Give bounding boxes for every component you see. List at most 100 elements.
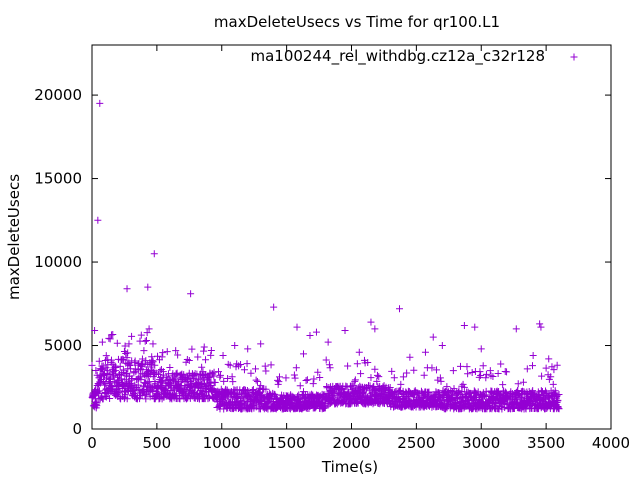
data-point xyxy=(314,368,322,376)
outlier-point xyxy=(94,216,102,224)
outlier-point xyxy=(367,318,375,326)
data-point xyxy=(321,404,329,412)
outlier-point xyxy=(98,338,106,346)
data-point xyxy=(449,367,457,375)
data-point xyxy=(410,366,418,374)
data-point xyxy=(519,378,527,386)
data-point xyxy=(144,379,152,387)
data-point xyxy=(148,353,156,361)
outlier-point xyxy=(219,352,227,360)
data-point xyxy=(373,377,381,385)
outlier-point xyxy=(438,342,446,350)
data-point xyxy=(487,372,495,380)
x-tick-label: 1500 xyxy=(268,434,306,452)
data-point xyxy=(549,380,557,388)
data-point xyxy=(207,351,215,359)
data-point xyxy=(204,374,212,382)
x-tick-label: 3500 xyxy=(527,434,565,452)
x-tick-label: 500 xyxy=(143,434,172,452)
outlier-point xyxy=(421,348,429,356)
data-point xyxy=(542,364,550,372)
data-point xyxy=(88,361,96,369)
data-point xyxy=(216,371,224,379)
data-point xyxy=(112,367,120,375)
y-tick-label: 15000 xyxy=(34,170,82,188)
data-point xyxy=(240,366,248,374)
data-point xyxy=(105,371,113,379)
data-point xyxy=(502,389,510,397)
data-point xyxy=(450,385,458,393)
data-point xyxy=(163,348,171,356)
data-point xyxy=(229,378,237,386)
data-point xyxy=(292,364,300,372)
data-point xyxy=(123,354,131,362)
data-point xyxy=(554,396,562,404)
x-tick-label: 1000 xyxy=(203,434,241,452)
data-point xyxy=(367,374,375,382)
data-point xyxy=(148,357,156,365)
data-point xyxy=(489,373,497,381)
data-point xyxy=(388,367,396,375)
x-tick-label: 0 xyxy=(87,434,97,452)
outlier-point xyxy=(406,353,414,361)
data-point xyxy=(294,392,302,400)
data-point xyxy=(211,378,219,386)
data-point xyxy=(310,375,318,383)
outlier-point xyxy=(536,320,544,328)
data-point xyxy=(291,374,299,382)
data-point xyxy=(468,369,476,377)
data-point xyxy=(128,375,136,383)
data-point xyxy=(303,376,311,384)
outlier-point xyxy=(123,285,131,293)
data-point xyxy=(224,375,232,383)
data-point xyxy=(275,373,283,381)
data-point xyxy=(149,358,157,366)
data-point xyxy=(479,362,487,370)
data-point xyxy=(351,377,359,385)
data-point xyxy=(262,367,270,375)
data-point xyxy=(428,364,436,372)
data-point xyxy=(432,366,440,374)
data-point xyxy=(226,361,234,369)
data-point xyxy=(124,378,132,386)
data-point xyxy=(275,378,283,386)
outlier-point xyxy=(96,99,104,107)
outlier-point xyxy=(429,333,437,341)
data-point xyxy=(386,383,394,391)
data-point xyxy=(437,377,445,385)
outlier-point xyxy=(471,323,479,331)
data-point xyxy=(499,381,507,389)
data-point xyxy=(296,382,304,390)
data-point xyxy=(351,376,359,384)
data-point xyxy=(101,381,109,389)
y-tick-label: 0 xyxy=(72,420,82,438)
outlier-point xyxy=(396,305,404,313)
data-point xyxy=(251,365,259,373)
outlier-point xyxy=(312,328,320,336)
data-point xyxy=(113,339,121,347)
x-tick-label: 2000 xyxy=(332,434,370,452)
data-point xyxy=(95,387,103,395)
outlier-point xyxy=(106,335,114,343)
data-point xyxy=(249,401,257,409)
data-point xyxy=(322,356,330,364)
data-point xyxy=(371,365,379,373)
data-point xyxy=(473,391,481,399)
legend-marker xyxy=(570,53,578,61)
data-point xyxy=(353,360,361,368)
outlier-point xyxy=(306,332,314,340)
data-point xyxy=(463,363,471,371)
outlier-point xyxy=(231,342,239,350)
outlier-point xyxy=(545,355,553,363)
data-point xyxy=(137,376,145,384)
data-point xyxy=(134,381,142,389)
data-point xyxy=(482,374,490,382)
data-point xyxy=(555,405,563,413)
data-point xyxy=(435,389,443,397)
chart-title: maxDeleteUsecs vs Time for qr100.L1 xyxy=(214,13,500,31)
data-point xyxy=(257,382,265,390)
outlier-point xyxy=(512,325,520,333)
outlier-point xyxy=(270,303,278,311)
data-point xyxy=(390,374,398,382)
